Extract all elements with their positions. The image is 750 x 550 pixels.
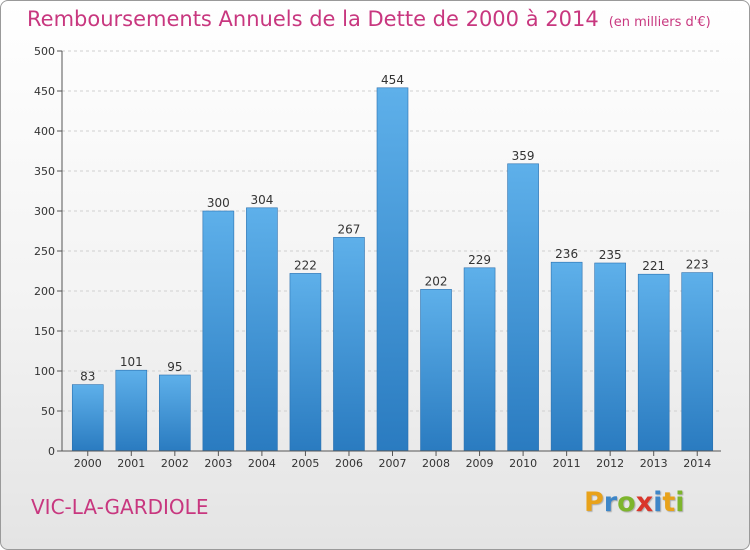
y-tick-label: 250 [34,245,55,258]
data-label: 454 [381,73,404,87]
data-label: 300 [207,196,230,210]
data-label: 359 [512,149,535,163]
bar [115,369,148,452]
data-label: 229 [468,253,491,267]
y-tick-label: 300 [34,205,55,218]
data-label: 304 [250,193,273,207]
x-tick-label: 2005 [291,457,319,470]
proxiti-logo: Proxiti [584,487,685,518]
x-tick-label: 2014 [683,457,711,470]
y-tick-label: 350 [34,165,55,178]
x-tick-label: 2013 [640,457,668,470]
bar [376,87,409,452]
bar [159,374,191,452]
data-label: 221 [642,259,665,273]
logo-letter: t [662,487,676,518]
x-tick-label: 2003 [204,457,232,470]
bar [289,273,322,452]
data-label: 235 [599,248,622,262]
logo-letter: o [617,487,636,518]
data-label: 223 [686,258,709,272]
data-label: 222 [294,258,317,272]
chart-title: Remboursements Annuels de la Dette de 20… [27,7,711,31]
x-tick-label: 2000 [74,457,102,470]
x-tick-label: 2011 [553,457,581,470]
x-tick-label: 2012 [596,457,624,470]
y-tick-label: 450 [34,85,55,98]
bar [71,384,104,452]
y-tick-label: 50 [41,405,55,418]
chart-title-text: Remboursements Annuels de la Dette de 20… [27,7,599,31]
y-tick-label: 200 [34,285,55,298]
logo-letter: i [675,487,685,518]
data-label: 95 [167,360,182,374]
x-tick-label: 2009 [466,457,494,470]
bars [71,87,714,452]
x-tick-label: 2008 [422,457,450,470]
bar [550,261,583,452]
data-label: 236 [555,247,578,261]
bar [420,289,452,452]
bar [463,267,496,452]
y-tick-label: 500 [34,45,55,58]
bar [202,210,235,452]
bar [507,163,539,452]
x-tick-label: 2006 [335,457,363,470]
bar [681,272,714,452]
bar [637,273,670,452]
data-label: 202 [425,274,448,288]
bar [246,207,278,452]
x-tick-label: 2007 [379,457,407,470]
data-label: 267 [338,222,361,236]
logo-letter: r [603,487,618,518]
data-labels: 83 101 95 300 304 222 267 454 202 229 359 236 235 221… [80,73,709,384]
x-tick-label: 2004 [248,457,276,470]
x-tick-label: 2002 [161,457,189,470]
y-tick-label: 400 [34,125,55,138]
bar [594,262,626,452]
logo-letter: x [635,487,654,518]
data-label: 101 [120,355,143,369]
unit-note: (en milliers d'€) [608,15,711,30]
y-tick-label: 100 [34,365,55,378]
bar [333,237,365,452]
axes: 0 50 100 150 200 250 300 350 400 450 500 2000 2001 20… [34,45,721,470]
x-tick-label: 2001 [117,457,145,470]
y-tick-label: 0 [48,445,55,458]
y-tick-label: 150 [34,325,55,338]
commune-name: VIC-LA-GARDIOLE [31,495,209,519]
logo-letter: i [653,487,663,518]
x-tick-label: 2010 [509,457,537,470]
logo-letter: P [584,487,604,518]
data-label: 83 [80,370,95,384]
